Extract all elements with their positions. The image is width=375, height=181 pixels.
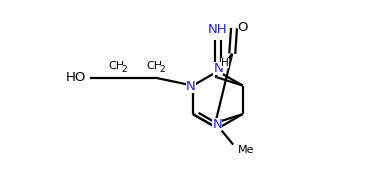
Text: 2: 2 [122,65,127,74]
Text: Me: Me [238,145,254,155]
Text: N: N [212,118,222,131]
Text: 2: 2 [159,65,165,74]
Text: H: H [221,58,229,68]
Text: NH: NH [208,24,228,36]
Text: O: O [238,21,248,34]
Text: CH: CH [108,61,124,71]
Text: N: N [213,62,223,75]
Text: N: N [186,80,196,93]
Text: CH: CH [146,61,162,71]
Text: HO: HO [66,71,86,84]
